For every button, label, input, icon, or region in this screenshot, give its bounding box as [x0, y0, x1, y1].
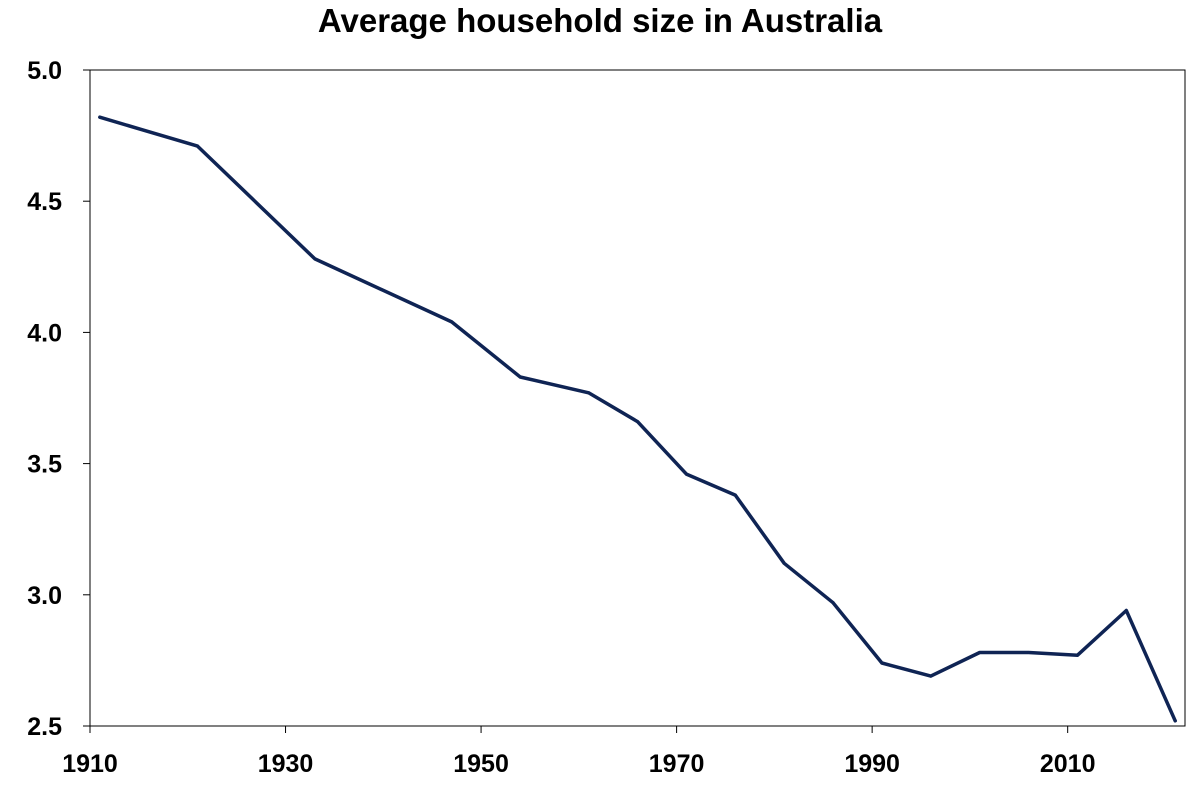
- y-tick-label: 3.0: [27, 582, 62, 610]
- data-point: [518, 375, 522, 379]
- data-point: [880, 661, 884, 665]
- data-point: [196, 144, 200, 148]
- data-point: [978, 651, 982, 655]
- x-tick-label: 2010: [1040, 750, 1096, 778]
- data-point: [1027, 651, 1031, 655]
- data-point: [929, 674, 933, 678]
- data-point: [313, 257, 317, 261]
- data-point: [636, 420, 639, 424]
- chart-title: Average household size in Australia: [317, 2, 883, 39]
- y-tick-label: 2.5: [27, 713, 62, 741]
- data-point: [587, 391, 591, 395]
- series-group: [98, 115, 1177, 723]
- x-tick-label: 1970: [649, 750, 705, 778]
- plot-frame: [89, 69, 1186, 727]
- data-point: [1173, 719, 1177, 723]
- data-point: [782, 561, 786, 565]
- x-tick-label: 1930: [258, 750, 314, 778]
- data-point: [450, 320, 454, 324]
- y-axis: 5.0 4.5 4.0 3.5 3.0 2.5: [27, 57, 90, 741]
- y-tick-label: 3.5: [27, 451, 62, 479]
- data-point: [831, 601, 835, 605]
- data-point: [98, 115, 102, 119]
- x-tick-label: 1950: [453, 750, 509, 778]
- data-point: [684, 472, 688, 476]
- data-point: [1075, 653, 1079, 657]
- y-tick-label: 5.0: [27, 57, 62, 85]
- data-point: [733, 493, 737, 497]
- x-axis: 1910 1930 1950 1970 1990 2010: [62, 726, 1095, 778]
- y-tick-label: 4.5: [27, 188, 62, 216]
- x-tick-label: 1990: [844, 750, 900, 778]
- axes: [89, 69, 1186, 727]
- data-point: [1124, 609, 1128, 613]
- y-tick-label: 4.0: [27, 319, 62, 347]
- series-line: [98, 115, 1177, 723]
- x-tick-label: 1910: [62, 750, 118, 778]
